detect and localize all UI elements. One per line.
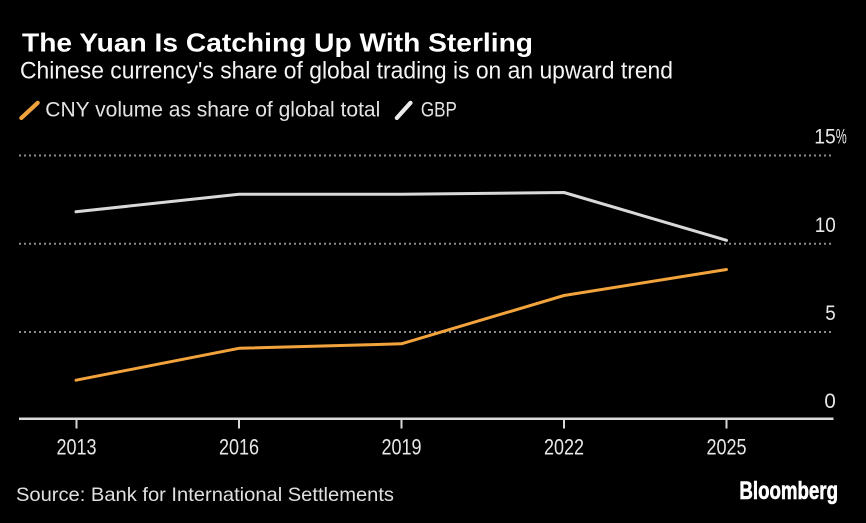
- svg-text:CNY volume as share of global: CNY volume as share of global total: [45, 99, 380, 122]
- svg-text:Bloomberg: Bloomberg: [739, 478, 838, 505]
- svg-text:2025: 2025: [707, 435, 747, 460]
- svg-text:Source: Bank for International: Source: Bank for International Settlemen…: [16, 484, 394, 506]
- svg-text:0: 0: [824, 389, 835, 413]
- svg-text:2019: 2019: [382, 435, 422, 460]
- svg-text:10: 10: [815, 213, 836, 237]
- svg-text:%: %: [836, 125, 847, 149]
- svg-text:5: 5: [825, 301, 836, 325]
- svg-text:Chinese currency's share of gl: Chinese currency's share of global tradi…: [20, 59, 673, 85]
- svg-text:2016: 2016: [219, 435, 259, 460]
- svg-text:2022: 2022: [544, 435, 584, 460]
- svg-text:2013: 2013: [57, 435, 97, 460]
- svg-text:GBP: GBP: [421, 99, 457, 122]
- svg-text:15: 15: [814, 125, 836, 149]
- svg-text:The Yuan Is Catching Up With S: The Yuan Is Catching Up With Sterling: [22, 27, 533, 57]
